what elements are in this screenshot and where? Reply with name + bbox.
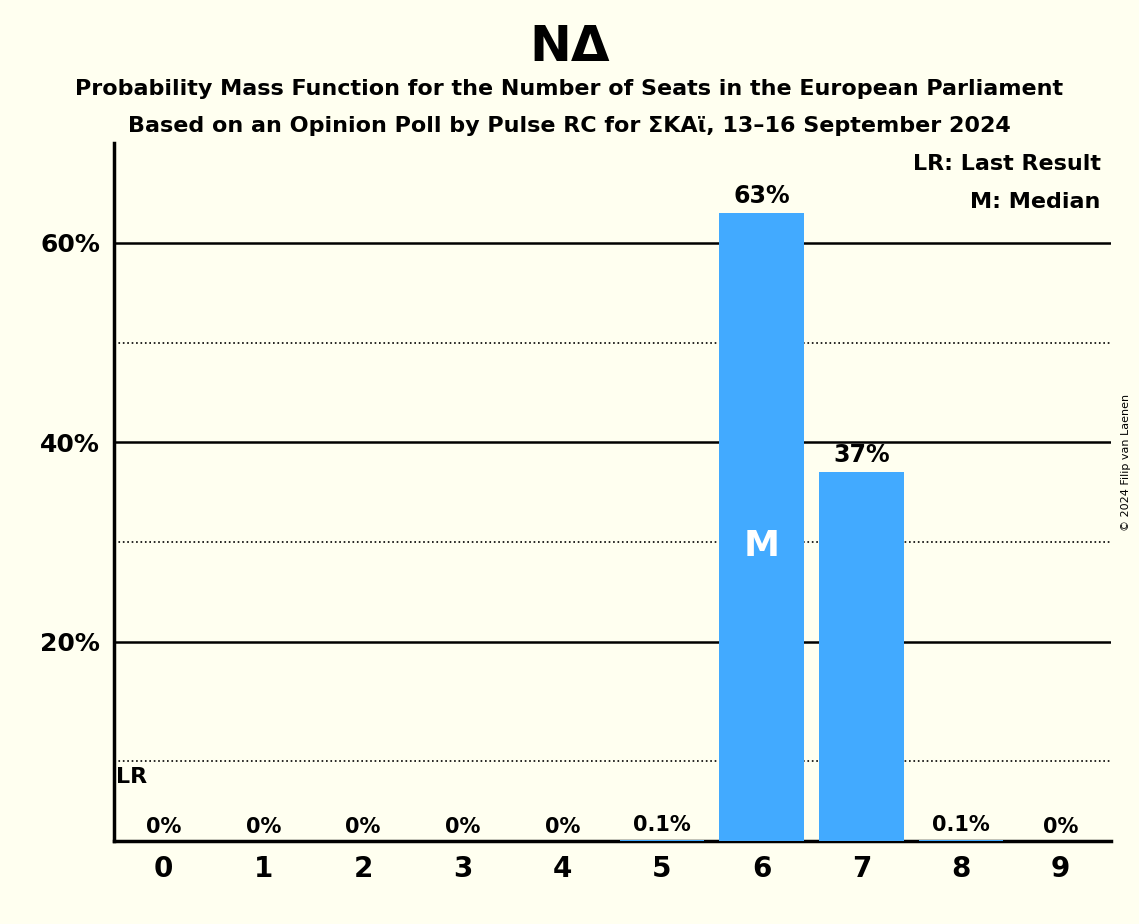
Text: 0%: 0% <box>445 817 481 837</box>
Text: 0.1%: 0.1% <box>932 815 990 835</box>
Text: 0.1%: 0.1% <box>633 815 691 835</box>
Text: 0%: 0% <box>544 817 580 837</box>
Bar <box>620 840 704 841</box>
Text: Based on an Opinion Poll by Pulse RC for ΣΚΑϊ, 13–16 September 2024: Based on an Opinion Poll by Pulse RC for… <box>128 116 1011 136</box>
Text: M: Median: M: Median <box>970 192 1100 212</box>
Text: 63%: 63% <box>734 184 790 208</box>
Text: LR: LR <box>116 767 147 787</box>
Text: 0%: 0% <box>345 817 380 837</box>
Text: © 2024 Filip van Laenen: © 2024 Filip van Laenen <box>1121 394 1131 530</box>
Text: 0%: 0% <box>246 817 281 837</box>
Text: 37%: 37% <box>833 444 890 468</box>
Bar <box>720 213 804 841</box>
Text: M: M <box>744 529 780 563</box>
Text: Probability Mass Function for the Number of Seats in the European Parliament: Probability Mass Function for the Number… <box>75 79 1064 99</box>
Bar <box>819 472 903 841</box>
Text: LR: Last Result: LR: Last Result <box>912 153 1100 174</box>
Bar <box>919 840 1003 841</box>
Text: 0%: 0% <box>1043 817 1079 837</box>
Text: NΔ: NΔ <box>530 23 609 71</box>
Text: 0%: 0% <box>146 817 181 837</box>
